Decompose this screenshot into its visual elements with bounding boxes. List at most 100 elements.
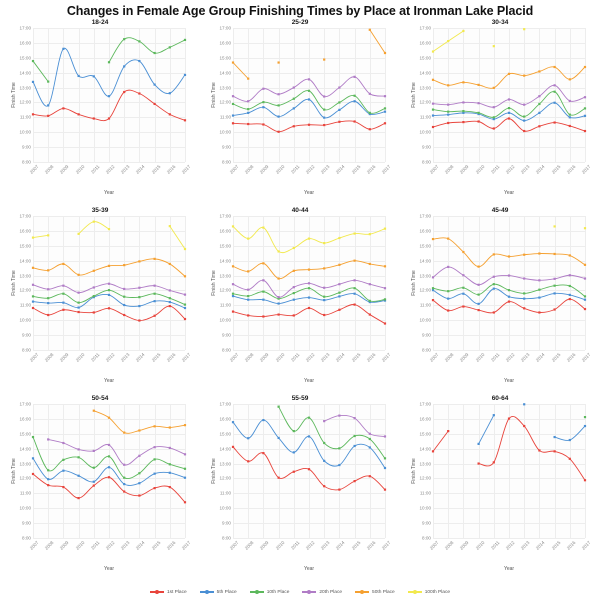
series-marker (431, 450, 435, 453)
series-marker (107, 117, 111, 120)
series-marker (277, 296, 280, 299)
y-gridline (233, 538, 385, 539)
legend-item-100th-place[interactable]: 100th Place (407, 589, 450, 595)
series-marker (62, 107, 65, 110)
series-marker (62, 262, 65, 266)
y-tick-label: 12:00 (219, 287, 232, 293)
series-marker (583, 298, 587, 301)
y-tick-label: 14:00 (19, 70, 32, 76)
y-tick-label: 10:00 (419, 129, 432, 135)
series-marker (231, 292, 235, 295)
series-marker (247, 295, 250, 298)
y-tick-label: 15:00 (19, 431, 32, 437)
x-tick-label: 2007 (28, 540, 40, 551)
series-marker (368, 299, 371, 302)
series-marker (168, 304, 171, 308)
series-line-10th-place (108, 37, 186, 63)
series-marker (538, 279, 541, 282)
legend-item-10th-place[interactable]: 10th Place (249, 589, 289, 595)
x-gridline (154, 28, 156, 162)
y-tick-label: 13:00 (419, 273, 432, 279)
series-marker (168, 113, 171, 116)
series-marker (307, 89, 311, 92)
series-line-1st-place (432, 430, 449, 452)
series-marker (62, 47, 65, 50)
x-gridline (448, 216, 450, 350)
legend-item-5th-place[interactable]: 5th Place (199, 589, 237, 595)
series-marker (77, 448, 80, 451)
series-marker (492, 86, 495, 89)
series-marker (138, 92, 141, 95)
series-marker (447, 113, 450, 116)
x-tick-label: 2011 (89, 540, 101, 551)
x-gridline (493, 216, 495, 350)
series-marker (107, 95, 111, 98)
series-marker (123, 431, 126, 434)
series-marker (492, 116, 495, 119)
x-gridline (293, 216, 295, 350)
x-tick-label: 2017 (580, 540, 592, 551)
x-gridline (233, 28, 234, 162)
series-marker (383, 51, 387, 55)
x-tick-label: 2009 (259, 164, 270, 175)
series-marker (492, 461, 495, 464)
series-marker (231, 225, 235, 228)
x-gridline (309, 404, 310, 538)
series-marker (583, 263, 587, 266)
series-marker (538, 102, 541, 106)
y-axis-label: Finish Time (11, 458, 17, 484)
chart-legend: 1st Place 5th Place 10th Place 20th Place 50… (0, 583, 600, 601)
series-marker (553, 65, 556, 69)
series-marker (538, 296, 541, 299)
series-marker (477, 462, 480, 465)
x-gridline (248, 28, 250, 162)
series-marker (477, 112, 480, 116)
x-gridline (124, 216, 126, 350)
x-axis-label: Year (303, 378, 315, 384)
x-gridline (124, 404, 126, 538)
series-marker (307, 435, 311, 438)
x-tick-label: 2014 (135, 540, 146, 551)
x-axis-label: Year (503, 190, 515, 196)
x-tick-label: 2007 (28, 352, 40, 363)
y-tick-label: 16:00 (19, 228, 32, 234)
series-marker (262, 226, 265, 229)
x-gridline (278, 216, 280, 350)
legend-item-50th-place[interactable]: 50th Place (355, 589, 395, 595)
x-tick-label: 2011 (289, 352, 301, 363)
legend-item-20th-place[interactable]: 20th Place (302, 589, 342, 595)
series-marker (123, 264, 126, 267)
series-marker (183, 247, 187, 251)
legend-item-1st-place[interactable]: 1st Place (149, 589, 187, 595)
x-gridline (478, 404, 480, 538)
series-marker (262, 279, 265, 282)
series-marker (231, 122, 235, 125)
x-tick-label: 2009 (59, 164, 70, 175)
x-tick-label: 2016 (165, 352, 177, 363)
series-line-100th-place (32, 234, 49, 239)
series-marker (231, 61, 235, 64)
series-line-1st-place (32, 89, 186, 122)
series-marker (338, 414, 341, 417)
series-marker (277, 436, 280, 440)
x-gridline (33, 216, 34, 350)
x-gridline (554, 404, 556, 538)
x-tick-label: 2011 (489, 352, 501, 363)
series-marker (277, 115, 280, 118)
y-tick-label: 11:00 (219, 490, 231, 496)
series-line-100th-place (169, 225, 186, 250)
series-marker (31, 457, 35, 460)
x-tick-label: 2014 (535, 164, 546, 175)
series-marker (447, 103, 450, 106)
x-gridline (33, 28, 34, 162)
y-tick-label: 17:00 (419, 25, 432, 31)
series-marker (262, 452, 265, 455)
x-gridline (63, 216, 65, 350)
x-gridline (109, 404, 110, 538)
series-marker (431, 125, 435, 129)
x-tick-label: 2015 (550, 352, 562, 363)
y-tick-label: 10:00 (419, 505, 432, 511)
series-marker (277, 476, 280, 479)
x-tick-label: 2014 (335, 352, 346, 363)
series-marker (107, 289, 111, 292)
